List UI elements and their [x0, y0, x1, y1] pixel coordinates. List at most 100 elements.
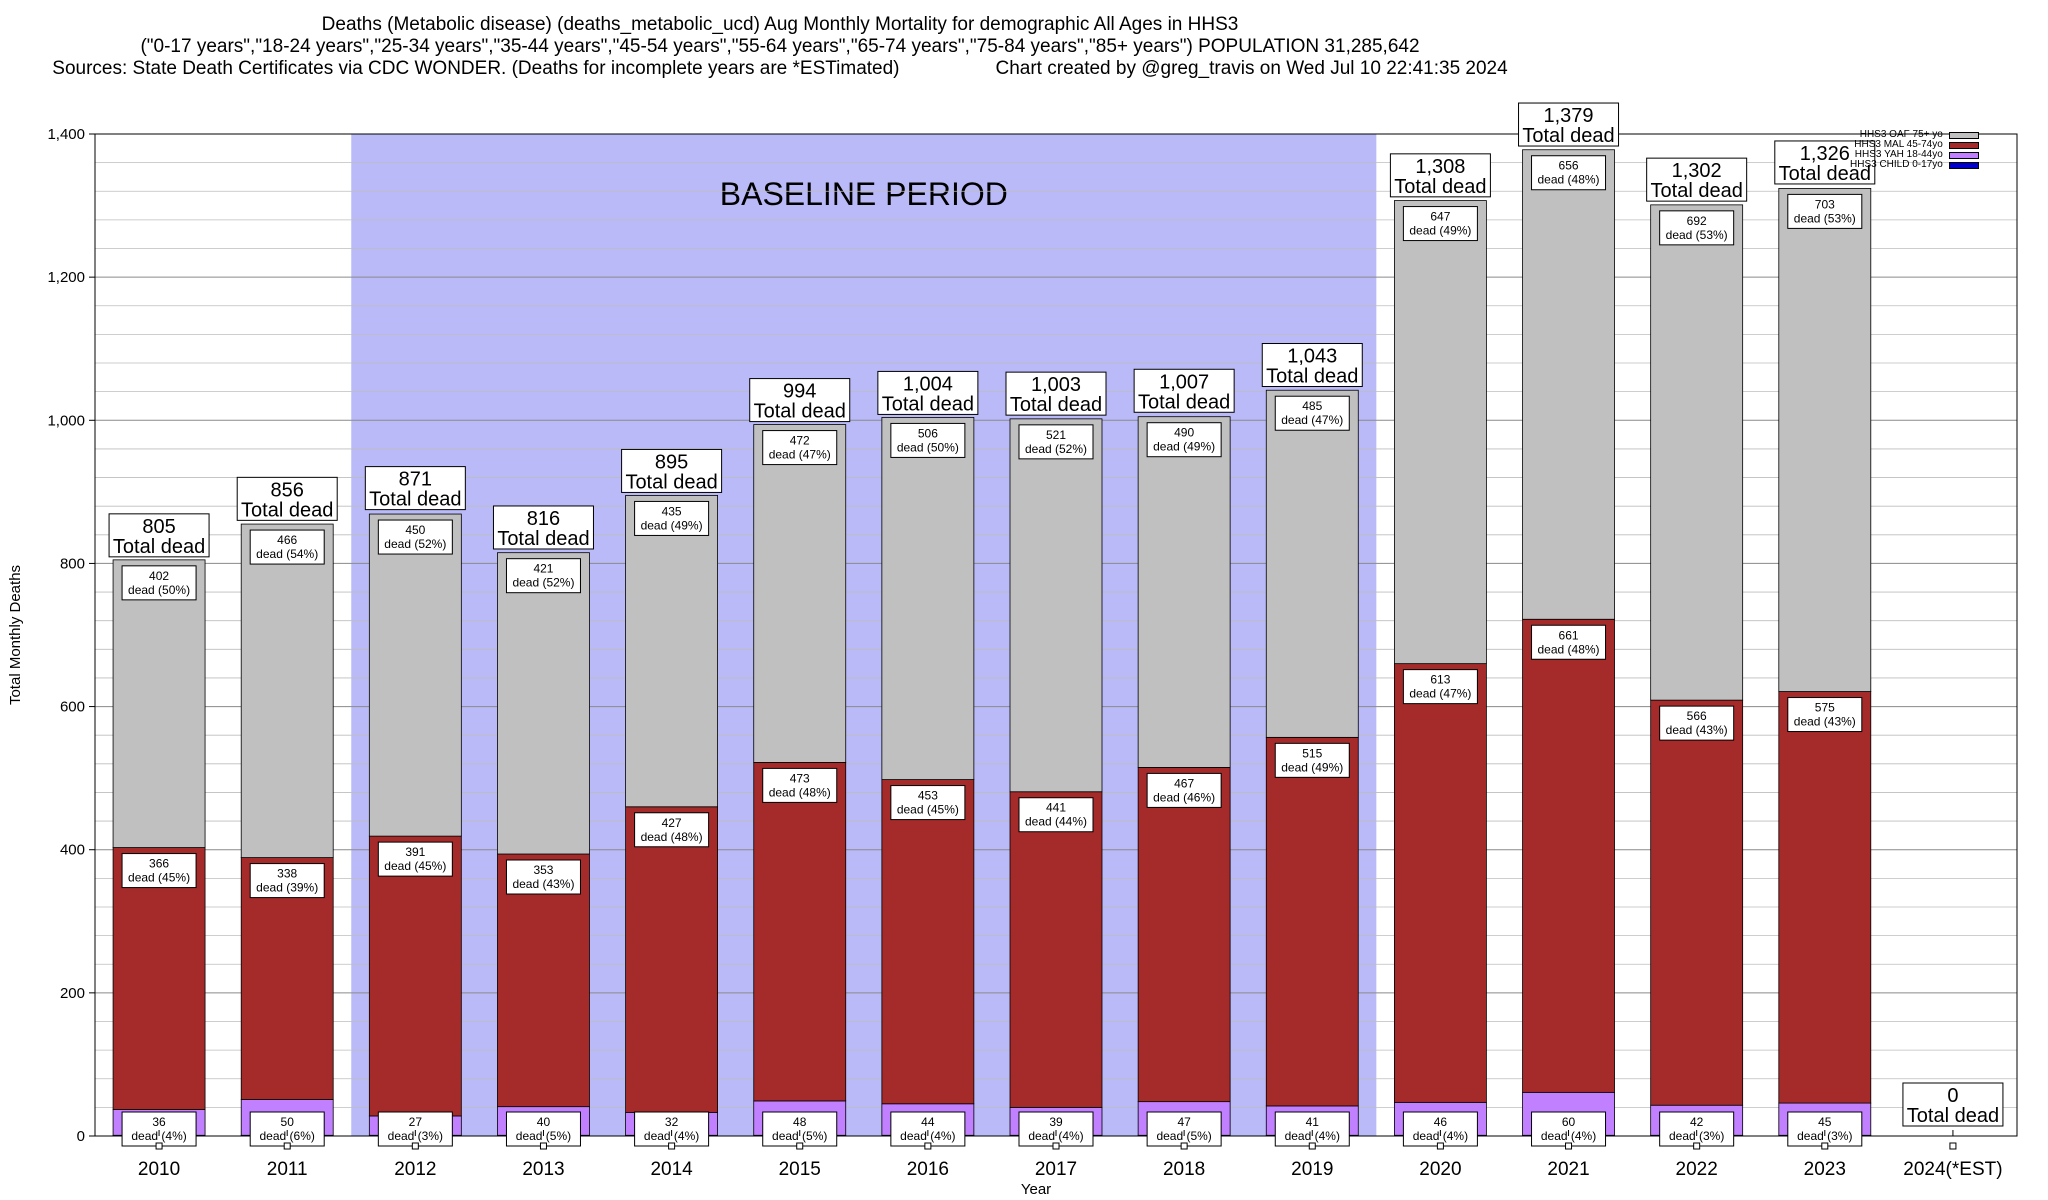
segment-label-box — [890, 422, 966, 458]
legend-item: HHS3 MAL 45-74yo — [1850, 140, 1979, 150]
segment-label-value: 41 — [1306, 1115, 1320, 1129]
segment-label-pct: dead (49%) — [1281, 760, 1343, 774]
total-label-box — [1774, 140, 1876, 185]
total-label-box — [1518, 102, 1620, 147]
segment-label-box — [249, 529, 325, 565]
segment-label-box — [762, 767, 838, 803]
segment-label-value: 515 — [1302, 746, 1322, 760]
total-label-suffix: Total dead — [1651, 180, 1743, 202]
segment-label-value: 427 — [662, 816, 682, 830]
segment-label-value: 575 — [1815, 701, 1835, 715]
bar-segment — [881, 417, 975, 780]
bar-segment — [753, 424, 847, 763]
segment-label-box — [1531, 155, 1607, 191]
segment-label-pct: dead (52%) — [512, 576, 574, 590]
segment-label-value: 647 — [1430, 210, 1450, 224]
segment-label-value: 402 — [149, 569, 169, 583]
total-label-value: 1,007 — [1159, 371, 1209, 393]
segment-label-value: 613 — [1430, 673, 1450, 687]
bar-segment — [112, 559, 206, 848]
segment-label-box — [1018, 424, 1094, 460]
child-marker — [1052, 1142, 1060, 1150]
bar-segment — [1265, 736, 1359, 1107]
total-label-value: 1,308 — [1415, 156, 1465, 178]
segment-label-box — [377, 519, 453, 555]
segment-label-value: 44 — [921, 1115, 935, 1129]
total-label-box — [1389, 153, 1491, 198]
segment-label-pct: dead (39%) — [256, 881, 318, 895]
total-label-suffix: Total dead — [1779, 163, 1871, 185]
chart-credit: Chart created by @greg_travis on Wed Jul… — [995, 58, 1508, 79]
segment-label-box — [505, 859, 581, 895]
chart-legend: HHS3 OAF 75+ yo HHS3 MAL 45-74yo HHS3 YAH … — [1850, 130, 1979, 170]
child-marker — [796, 1142, 804, 1150]
bar-segment — [1522, 149, 1615, 620]
segment-label-pct: dead (48%) — [641, 830, 703, 844]
segment-label-pct: dead (50%) — [128, 583, 190, 597]
x-tick-label: 2013 — [522, 1159, 564, 1180]
child-marker — [411, 1142, 419, 1150]
y-tick-label: 600 — [60, 699, 85, 716]
bar-segment — [753, 761, 847, 1102]
legend-label: HHS3 OAF 75+ yo — [1859, 129, 1943, 140]
segment-label-box — [1531, 624, 1607, 660]
chart-sources: Sources: State Death Certificates via CD… — [52, 58, 900, 79]
total-label-suffix: Total dead — [754, 401, 846, 423]
x-tick-label: 2023 — [1804, 1159, 1846, 1180]
total-label-box — [1261, 343, 1363, 388]
bar-segment — [1265, 389, 1359, 738]
child-marker — [1949, 1142, 1957, 1150]
child-marker — [283, 1142, 291, 1150]
segment-label-box — [1018, 1111, 1094, 1147]
total-label-value: 895 — [655, 451, 688, 473]
child-marker — [1565, 1142, 1573, 1150]
segment-label-value: 46 — [1434, 1115, 1448, 1129]
segment-label-value: 60 — [1562, 1115, 1576, 1129]
total-label-box — [364, 466, 466, 511]
segment-label-value: 661 — [1559, 628, 1579, 642]
total-label-box — [749, 378, 851, 423]
segment-label-value: 42 — [1690, 1115, 1704, 1129]
x-tick-label: 2018 — [1163, 1159, 1205, 1180]
segment-label-value: 39 — [1049, 1115, 1063, 1129]
segment-label-pct: dead (48%) — [769, 785, 831, 799]
legend-item: HHS3 OAF 75+ yo — [1850, 130, 1979, 140]
bar-segment — [1394, 200, 1487, 665]
segment-label-pct: dead (48%) — [1538, 642, 1600, 656]
segment-label-box — [1787, 193, 1863, 229]
segment-label-box — [1659, 705, 1735, 741]
segment-label-pct: dead (44%) — [1025, 815, 1087, 829]
child-marker — [539, 1142, 547, 1150]
total-label-value: 856 — [271, 479, 304, 501]
segment-label-pct: dead (52%) — [384, 537, 446, 551]
total-label-value: 994 — [783, 381, 816, 403]
segment-label-box — [1018, 797, 1094, 833]
segment-label-pct: dead (50%) — [897, 440, 959, 454]
total-label-value: 805 — [142, 516, 175, 538]
total-label-box — [1005, 371, 1107, 416]
segment-label-box — [505, 558, 581, 594]
segment-label-pct: dead (47%) — [769, 448, 831, 462]
child-marker — [1821, 1142, 1829, 1150]
segment-label-value: 466 — [277, 533, 297, 547]
segment-label-value: 453 — [918, 789, 938, 803]
chart-subtitle: ("0-17 years","18-24 years","25-34 years… — [140, 36, 1420, 57]
segment-label-box — [1146, 772, 1222, 808]
segment-label-box — [1402, 669, 1478, 705]
y-tick-label: 800 — [60, 555, 85, 572]
total-label-value: 1,043 — [1287, 346, 1337, 368]
total-label-suffix: Total dead — [241, 499, 333, 521]
x-tick-label: 2011 — [267, 1159, 308, 1180]
segment-label-value: 338 — [277, 867, 297, 881]
segment-label-value: 450 — [405, 523, 425, 537]
segment-label-value: 472 — [790, 434, 810, 448]
segment-label-value: 656 — [1559, 159, 1579, 173]
segment-label-box — [762, 430, 838, 466]
total-label-suffix: Total dead — [1138, 391, 1230, 413]
segment-label-pct: dead (49%) — [1153, 440, 1215, 454]
